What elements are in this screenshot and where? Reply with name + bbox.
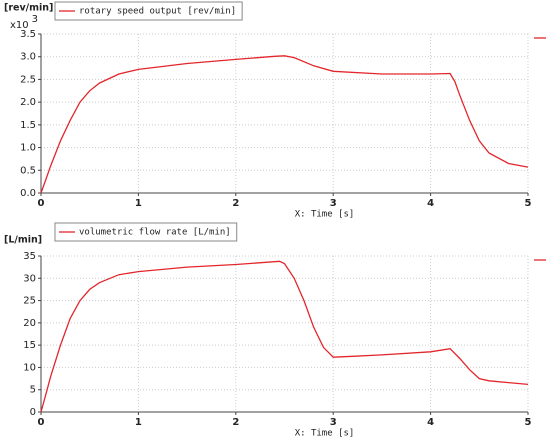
x-axis-label: X: Time [s] <box>295 429 355 439</box>
x-tick-label: 3 <box>330 417 337 428</box>
y-tick-label: 2.5 <box>20 74 36 85</box>
x-tick-label: 3 <box>330 198 337 209</box>
x-tick-label: 0 <box>38 198 45 209</box>
y-tick-label: 1.0 <box>20 143 36 154</box>
legend-box <box>54 222 238 242</box>
y-multiplier: x10 <box>10 20 29 31</box>
x-tick-label: 1 <box>135 417 142 428</box>
y-tick-label: 3.0 <box>20 52 36 63</box>
x-tick-label: 5 <box>525 417 532 428</box>
legend-box <box>54 1 243 21</box>
y-tick-label: 5 <box>30 385 36 396</box>
x-tick-label: 4 <box>427 198 434 209</box>
y-axis-label: [L/min] <box>4 235 42 246</box>
x-tick-label: 2 <box>232 198 239 209</box>
y-tick-label: 15 <box>23 340 36 351</box>
x-axis-label: X: Time [s] <box>295 210 355 220</box>
y-tick-label: 30 <box>23 273 36 284</box>
y-tick-label: 25 <box>23 296 36 307</box>
x-tick-label: 1 <box>135 198 142 209</box>
legend-label: volumetric flow rate [L/min] <box>79 228 231 238</box>
y-tick-label: 10 <box>23 362 36 373</box>
y-tick-label: 0 <box>30 407 36 418</box>
y-tick-label: 20 <box>23 318 36 329</box>
y-tick-label: 35 <box>23 251 36 262</box>
y-multiplier-exp: 3 <box>32 14 38 25</box>
x-tick-label: 2 <box>232 417 239 428</box>
y-tick-label: 1.5 <box>20 120 36 131</box>
legend-label: rotary speed output [rev/min] <box>79 7 236 17</box>
y-tick-label: 0.0 <box>20 188 36 199</box>
y-tick-label: 3.5 <box>20 29 36 40</box>
x-tick-label: 0 <box>38 417 45 428</box>
data-line <box>40 260 529 413</box>
data-line <box>40 55 529 194</box>
x-tick-label: 5 <box>525 198 532 209</box>
y-tick-label: 2.0 <box>20 97 36 108</box>
y-tick-label: 0.5 <box>20 165 36 176</box>
y-axis-label: [rev/min] <box>4 3 53 14</box>
x-tick-label: 4 <box>427 417 434 428</box>
